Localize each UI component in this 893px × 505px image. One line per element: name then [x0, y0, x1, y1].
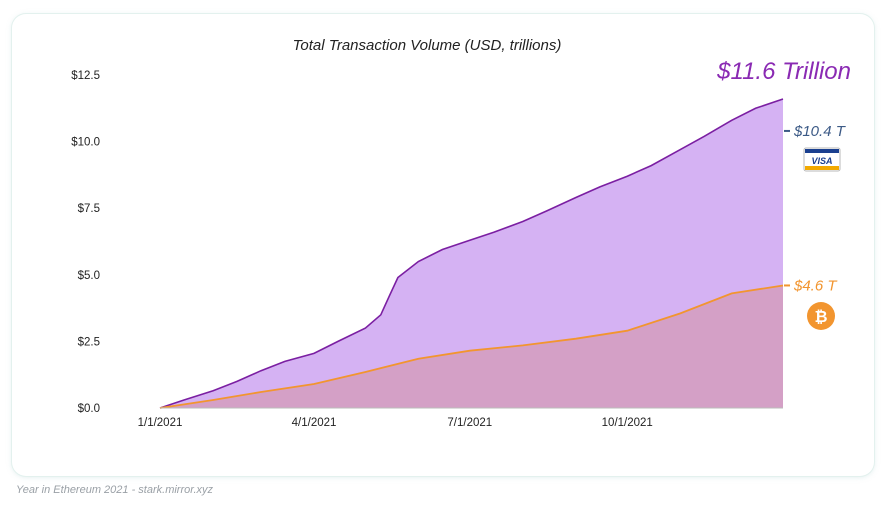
total-volume-label: $11.6 Trillion [716, 58, 851, 85]
bitcoin-volume-line [159, 284, 784, 409]
svg-text:₿: ₿ [814, 307, 827, 326]
total-volume-line [159, 98, 784, 409]
y-tick-label: $2.5 [78, 336, 100, 348]
visa-volume-label: $10.4 T [793, 123, 847, 140]
bitcoin-icon: ₿ [807, 302, 835, 330]
x-tick-label: 7/1/2021 [447, 417, 492, 429]
bitcoin-volume-label: $4.6 T [793, 277, 838, 294]
chart-title: Total Transaction Volume (USD, trillions… [293, 37, 562, 54]
y-tick-label: $10.0 [71, 137, 100, 149]
y-tick-label: $0.0 [78, 403, 100, 415]
source-footer: Year in Ethereum 2021 - stark.mirror.xyz [16, 484, 214, 496]
x-tick-label: 4/1/2021 [292, 417, 337, 429]
y-tick-label: $5.0 [78, 270, 100, 282]
visa-card-icon: VISA [803, 147, 841, 172]
y-tick-label: $7.5 [78, 203, 100, 215]
y-tick-label: $12.5 [71, 70, 100, 82]
svg-text:VISA: VISA [811, 156, 832, 166]
x-tick-label: 1/1/2021 [138, 417, 183, 429]
bitcoin-volume-area [160, 285, 783, 408]
x-tick-label: 10/1/2021 [602, 417, 653, 429]
